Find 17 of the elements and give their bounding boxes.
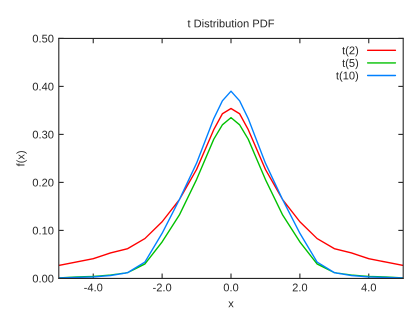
legend-label: t(2) (342, 46, 358, 57)
x-tick-label: -2.0 (153, 284, 172, 292)
y-tick-label: 0.40 (32, 82, 54, 91)
legend-label: t(5) (342, 58, 358, 70)
x-tick-label: -4.0 (84, 284, 102, 292)
x-tick-label: 0.0 (224, 284, 238, 292)
x-tick-label: 2.0 (292, 284, 308, 292)
y-tick-label: 0.20 (32, 178, 54, 187)
x-tick-label: 4.0 (361, 284, 376, 292)
legend-label: t(10) (336, 71, 358, 82)
y-axis-title: f(x) (16, 151, 27, 166)
y-tick-label: 0.00 (32, 274, 54, 283)
y-tick-label: 0.50 (32, 34, 54, 43)
y-tick-label: 0.30 (32, 130, 54, 139)
chart-title: t Distribution PDF (188, 19, 274, 28)
x-axis-title: x (228, 301, 234, 308)
y-tick-label: 0.10 (32, 226, 54, 235)
